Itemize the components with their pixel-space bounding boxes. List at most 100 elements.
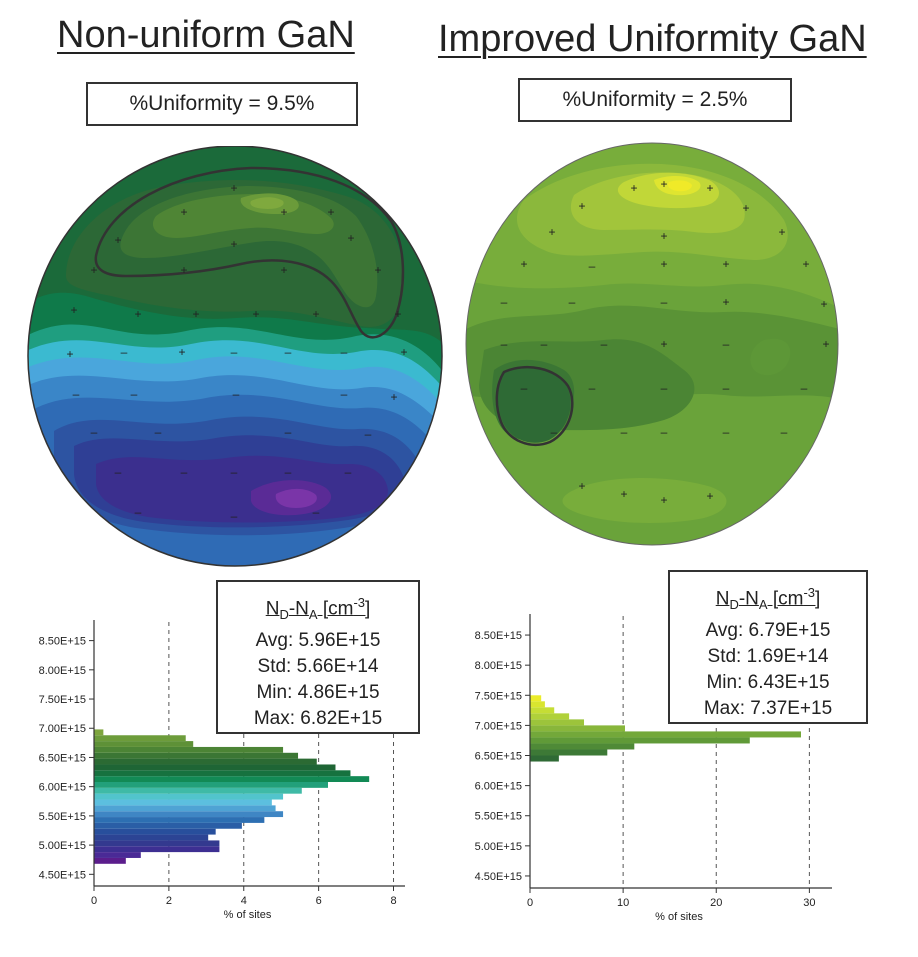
left-hist-bar bbox=[94, 764, 336, 771]
svg-text:–: – bbox=[601, 337, 608, 351]
svg-text:+: + bbox=[390, 390, 397, 404]
svg-text:–: – bbox=[341, 387, 348, 401]
right-hist-y-tick-label: 7.00E+15 bbox=[475, 720, 522, 732]
svg-text:+: + bbox=[180, 205, 187, 219]
left-wafer-map: ++ + + + + ++ + + ++ + + + + ++ – + – – – + – – – – +– – – … bbox=[27, 146, 443, 567]
svg-text:–: – bbox=[233, 387, 240, 401]
right-stats-max: Max: 7.37E+15 bbox=[703, 698, 833, 720]
right-hist-x-tick-label: 20 bbox=[710, 897, 722, 909]
svg-text:–: – bbox=[345, 465, 352, 479]
right-hist-bar bbox=[530, 707, 555, 714]
svg-text:+: + bbox=[660, 257, 667, 271]
right-hist-x-label: % of sites bbox=[655, 911, 703, 923]
left-hist-y-tick-label: 5.50E+15 bbox=[39, 811, 86, 823]
left-hist-bar bbox=[94, 834, 209, 841]
right-hist-y-tick-label: 7.50E+15 bbox=[475, 690, 522, 702]
svg-text:–: – bbox=[313, 505, 320, 519]
svg-text:+: + bbox=[70, 303, 77, 317]
svg-text:–: – bbox=[551, 425, 558, 439]
right-hist-x-tick-label: 10 bbox=[617, 897, 629, 909]
svg-text:+: + bbox=[630, 181, 637, 195]
right-hist-y-tick-label: 8.00E+15 bbox=[475, 660, 522, 672]
svg-text:+: + bbox=[400, 345, 407, 359]
left-hist-y-tick-label: 6.50E+15 bbox=[39, 752, 86, 764]
left-hist-bar bbox=[94, 735, 186, 742]
right-hist-bar bbox=[530, 731, 801, 738]
right-hist-y-tick-label: 6.00E+15 bbox=[475, 781, 522, 793]
left-hist-bar bbox=[94, 746, 284, 753]
svg-text:+: + bbox=[180, 263, 187, 277]
svg-text:+: + bbox=[178, 345, 185, 359]
left-hist-bar bbox=[94, 857, 126, 864]
left-hist-y-tick-label: 7.00E+15 bbox=[39, 723, 86, 735]
svg-text:–: – bbox=[589, 259, 596, 273]
left-hist-bar bbox=[94, 822, 242, 829]
left-hist-x-tick-label: 2 bbox=[166, 895, 172, 907]
left-hist-y-tick-label: 7.50E+15 bbox=[39, 694, 86, 706]
svg-text:+: + bbox=[347, 231, 354, 245]
svg-text:–: – bbox=[231, 345, 238, 359]
svg-text:+: + bbox=[742, 201, 749, 215]
left-hist-bar bbox=[94, 852, 141, 858]
left-histogram: 4.50E+15 5.00E+15 5.50E+15 6.00E+15 6.50E+15… bbox=[39, 620, 405, 921]
svg-text:–: – bbox=[131, 387, 138, 401]
left-uniformity-box: %Uniformity = 9.5% bbox=[86, 82, 358, 126]
svg-text:+: + bbox=[660, 493, 667, 507]
left-hist-bar bbox=[94, 758, 317, 765]
svg-text:–: – bbox=[723, 425, 730, 439]
left-stats-avg: Avg: 5.96E+15 bbox=[255, 630, 381, 652]
svg-text:–: – bbox=[541, 337, 548, 351]
svg-text:–: – bbox=[231, 509, 238, 523]
svg-text:+: + bbox=[660, 337, 667, 351]
left-stats-max: Max: 6.82E+15 bbox=[253, 708, 383, 730]
svg-text:–: – bbox=[285, 465, 292, 479]
right-hist-bar bbox=[530, 713, 570, 720]
svg-text:–: – bbox=[231, 465, 238, 479]
svg-text:+: + bbox=[280, 263, 287, 277]
svg-text:–: – bbox=[121, 345, 128, 359]
right-hist-y-tick-label: 5.50E+15 bbox=[475, 811, 522, 823]
right-histogram: 4.50E+15 5.00E+15 5.50E+15 6.00E+15 6.50E+15… bbox=[475, 614, 832, 923]
left-hist-bar bbox=[94, 846, 220, 853]
left-hist-bar bbox=[94, 770, 351, 777]
svg-text:–: – bbox=[661, 381, 668, 395]
left-hist-bar bbox=[94, 828, 216, 835]
svg-text:+: + bbox=[820, 297, 827, 311]
left-hist-bar bbox=[94, 799, 272, 806]
left-hist-bar bbox=[94, 782, 328, 788]
left-hist-x-tick-label: 0 bbox=[91, 895, 97, 907]
right-hist-y-tick-label: 6.50E+15 bbox=[475, 751, 522, 763]
left-stats-min: Min: 4.86E+15 bbox=[256, 682, 380, 704]
svg-text:+: + bbox=[620, 487, 627, 501]
left-stats-title: ND-NA [cm-3] bbox=[265, 595, 371, 623]
left-hist-bar bbox=[94, 752, 299, 759]
left-hist-bar bbox=[94, 793, 284, 800]
left-hist-bar bbox=[94, 776, 370, 782]
svg-text:+: + bbox=[822, 337, 829, 351]
svg-text:+: + bbox=[114, 233, 121, 247]
svg-text:+: + bbox=[374, 263, 381, 277]
right-stats-std: Std: 1.69E+14 bbox=[707, 646, 829, 668]
svg-text:+: + bbox=[802, 257, 809, 271]
left-hist-x-tick-label: 8 bbox=[390, 895, 396, 907]
left-hist-y-tick-label: 8.00E+15 bbox=[39, 665, 86, 677]
svg-text:+: + bbox=[90, 263, 97, 277]
svg-text:–: – bbox=[155, 425, 162, 439]
left-hist-bar bbox=[94, 787, 302, 794]
svg-text:+: + bbox=[578, 479, 585, 493]
svg-text:–: – bbox=[285, 345, 292, 359]
right-hist-y-tick-label: 4.50E+15 bbox=[475, 871, 522, 883]
svg-text:+: + bbox=[660, 177, 667, 191]
svg-text:+: + bbox=[722, 295, 729, 309]
right-hist-bar bbox=[530, 725, 625, 732]
svg-text:–: – bbox=[661, 295, 668, 309]
svg-text:+: + bbox=[722, 257, 729, 271]
left-hist-x-tick-label: 6 bbox=[316, 895, 322, 907]
right-hist-y-tick-label: 5.00E+15 bbox=[475, 841, 522, 853]
left-hist-y-tick-label: 4.50E+15 bbox=[39, 869, 86, 881]
svg-text:–: – bbox=[569, 295, 576, 309]
svg-text:+: + bbox=[66, 347, 73, 361]
svg-text:–: – bbox=[501, 337, 508, 351]
right-stats-box: ND-NA [cm-3] Avg: 6.79E+15 Std: 1.69E+14… bbox=[668, 570, 868, 724]
left-hist-bar bbox=[94, 805, 276, 812]
